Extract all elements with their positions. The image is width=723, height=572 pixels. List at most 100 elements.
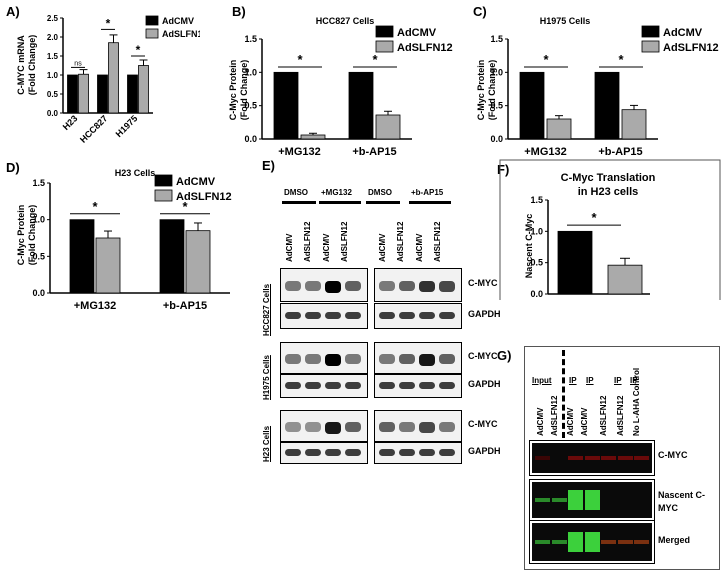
panel-d-ylabel: (Fold Change) (27, 205, 37, 266)
blot-band (419, 281, 435, 293)
blot-band (305, 281, 321, 291)
panel-b-bar (273, 71, 299, 140)
panel-b-ylabel: (Fold Change) (239, 60, 249, 121)
fluor-band (601, 540, 616, 544)
group-label: Input (532, 376, 552, 385)
blot-band (345, 422, 361, 433)
blot-band (439, 281, 455, 292)
panel-c-ytick-label: 0.5 (490, 101, 503, 111)
panel-d-ytick-label: 1.5 (32, 178, 45, 188)
panel-b-category-label: +b-AP15 (352, 146, 396, 158)
treatment-label: DMSO (368, 188, 392, 197)
panel-b-label: B) (232, 4, 246, 19)
blot-band (325, 449, 341, 456)
fluor-band (535, 540, 550, 544)
blot-band (285, 422, 301, 432)
row-label: Nascent C-MYC (658, 490, 706, 513)
blot-band (379, 449, 395, 456)
protein-label: GAPDH (468, 309, 501, 319)
panel-d-legend-label: AdCMV (176, 176, 216, 188)
blot-box (374, 442, 462, 464)
panel-f-chart: 0.00.51.01.5AdCMVAdSLFN12Nascent C-Myc* (499, 159, 721, 300)
panel-f-ytick-label: 1.5 (530, 195, 543, 205)
fluor-band (584, 490, 600, 510)
panel-f-frame (499, 159, 721, 300)
blot-band (285, 281, 301, 291)
panel-d-category-label: +MG132 (74, 300, 117, 312)
panel-c-bar (519, 71, 545, 140)
blot-band (379, 354, 395, 364)
treatment-bar (319, 201, 361, 204)
blot-box (280, 303, 368, 329)
panel-c-ylabel: C-Myc Protein (476, 60, 486, 121)
protein-label: GAPDH (468, 446, 501, 456)
panel-c-category-label: +b-AP15 (598, 146, 642, 158)
blot-band (345, 281, 361, 292)
panel-d-title: H23 Cells (114, 168, 156, 178)
panel-f-title-2: in H23 cells (577, 186, 639, 198)
group-label: IP (630, 376, 638, 385)
panel-a-sig-mark: ns (74, 60, 82, 67)
panel-c-legend-label: AdSLFN12 (663, 42, 719, 54)
panel-d-ylabel: C-Myc Protein (16, 205, 26, 266)
blot-band (285, 354, 301, 364)
panel-a-bar (67, 74, 78, 114)
blot-band (399, 449, 415, 456)
blot-band (325, 422, 341, 434)
panel-g-frame (524, 346, 720, 570)
lane-divider (562, 350, 565, 438)
blot-box (280, 410, 368, 442)
panel-c-title: H1975 Cells (539, 16, 591, 26)
panel-d-label: D) (6, 160, 20, 175)
blot-box (374, 303, 462, 329)
fluor-blot (529, 479, 655, 521)
panel-a-legend-label: AdSLFN12 (162, 29, 200, 39)
blot-band (325, 354, 341, 366)
treatment-bar (282, 201, 316, 204)
fluor-blot (529, 440, 655, 476)
fluor-band (601, 456, 616, 460)
panel-d-ytick-label: 1.0 (32, 215, 45, 225)
blot-band (379, 382, 395, 389)
panel-d-sig-mark: * (92, 199, 98, 214)
blot-band (305, 354, 321, 364)
panel-a-ylabel: (Fold Change) (27, 35, 37, 96)
panel-c-sig-mark: * (618, 52, 624, 67)
blot-band (325, 281, 341, 293)
row-label: C-MYC (658, 450, 688, 460)
treatment-label: DMSO (284, 188, 308, 197)
fluor-band (551, 540, 567, 544)
blot-band (379, 281, 395, 291)
fluor-band (568, 490, 583, 510)
group-label: IP (569, 376, 577, 385)
panel-a-legend-swatch (145, 15, 159, 26)
fluor-band (535, 498, 550, 502)
panel-a-ylabel: C-MYC mRNA (16, 35, 26, 95)
panel-a-ytick-label: 2.5 (47, 14, 59, 23)
panel-c-bar (594, 71, 620, 140)
fluor-blot (529, 520, 655, 564)
blot-band (419, 312, 435, 319)
panel-b-legend-swatch (375, 40, 394, 53)
panel-d-bar (69, 219, 95, 294)
panel-a-bar (97, 74, 108, 114)
blot-box (280, 374, 368, 398)
panel-b-title: HCC827 Cells (315, 16, 375, 26)
panel-b-chart: 0.0 0.5 1.0 1.5 +MG132 +b-AP15 C-Myc Protein (F… (228, 25, 453, 158)
panel-a-ytick-label: 0.5 (47, 90, 59, 99)
blot-box (280, 442, 368, 464)
fluor-band (551, 498, 567, 502)
blot-band (345, 312, 361, 319)
blot-band (305, 449, 321, 456)
panel-d-chart: 0.0 0.5 1.0 1.5 +MG132 +b-AP15 C-Myc Protein (F… (16, 174, 232, 312)
blot-band (285, 449, 301, 456)
panel-c-ytick-label: 0.0 (490, 134, 503, 144)
panel-a-bar (127, 74, 138, 114)
panel-b-sig-mark: * (372, 52, 378, 67)
blot-band (419, 382, 435, 389)
panel-a-sig-mark: * (106, 16, 111, 30)
blot-band (439, 382, 455, 389)
panel-c-legend-swatch (641, 25, 660, 38)
